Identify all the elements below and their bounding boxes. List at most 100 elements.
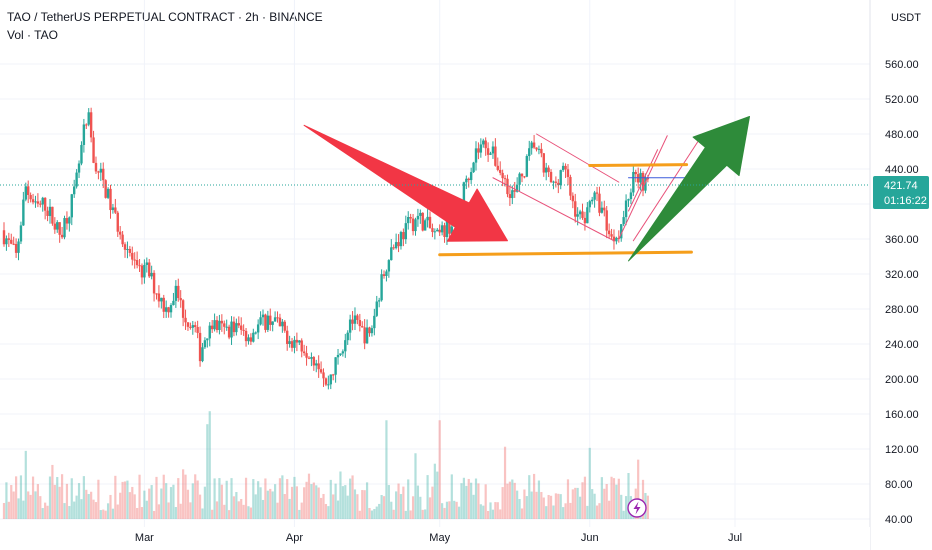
candle-body	[365, 327, 369, 344]
candle-body	[283, 321, 286, 331]
candle-body	[351, 319, 354, 324]
candle-body	[184, 317, 187, 323]
candle-body	[29, 194, 32, 200]
down-channel-lower-line[interactable]	[492, 177, 615, 242]
candle-body	[249, 337, 253, 342]
candle-body	[162, 297, 165, 312]
candle-body	[535, 147, 538, 150]
candle-body	[491, 146, 495, 154]
volume-bar	[448, 501, 451, 519]
candle-body	[167, 307, 170, 313]
volume-bar	[237, 501, 240, 519]
drawings[interactable]	[303, 116, 750, 262]
candle-body	[290, 341, 294, 348]
volume-bar	[189, 502, 192, 519]
down-channel-upper-line[interactable]	[536, 133, 620, 183]
candle-body	[600, 207, 604, 213]
volume-bar	[545, 506, 548, 519]
volume-bar	[562, 507, 565, 519]
candle-body	[191, 325, 195, 328]
candle-body	[114, 207, 117, 213]
price-axis[interactable]	[870, 0, 932, 550]
volume-bar	[169, 487, 173, 519]
candle-body	[329, 374, 332, 385]
volume-bar	[266, 490, 269, 519]
candle-body	[486, 148, 490, 155]
up-channel-line-3[interactable]	[627, 149, 659, 212]
volume-bar	[339, 471, 342, 519]
y-tick-label: 40.00	[885, 514, 913, 526]
volume-bar	[397, 483, 400, 519]
volume-bar	[361, 490, 364, 519]
volume-bar	[261, 499, 265, 519]
candle-body	[220, 320, 224, 324]
volume-bar	[247, 506, 250, 519]
candle-body	[344, 340, 347, 352]
volume-bars	[2, 411, 649, 519]
green-arrow[interactable]	[628, 116, 750, 262]
candle-body	[22, 199, 25, 226]
volume-bar	[496, 502, 499, 519]
candle-body	[5, 238, 8, 245]
volume-bar	[409, 510, 412, 519]
volume-bar	[201, 508, 204, 519]
support-line[interactable]	[438, 250, 693, 257]
candle-body	[155, 293, 158, 295]
volume-bar	[303, 487, 306, 519]
volume-indicator-label[interactable]: Vol · TAO	[7, 28, 58, 42]
candle-body	[409, 217, 412, 219]
y-tick-label: 200.00	[885, 374, 919, 386]
candle-body	[339, 353, 342, 355]
volume-bar	[373, 509, 376, 519]
volume-bar	[288, 498, 291, 519]
volume-bar	[375, 506, 378, 519]
volume-bar	[19, 475, 23, 519]
volume-bar	[353, 489, 357, 519]
volume-bar	[564, 503, 567, 519]
candle-body	[624, 200, 628, 218]
candle-body	[331, 374, 335, 376]
volume-bar	[264, 478, 267, 519]
time-axis[interactable]	[0, 527, 870, 550]
volume-bar	[92, 499, 95, 519]
candle-body	[133, 259, 136, 261]
volume-bar	[230, 478, 233, 519]
x-tick-label: Apr	[286, 532, 303, 544]
lightning-icon[interactable]	[627, 498, 647, 518]
volume-bar	[576, 487, 579, 519]
candle-body	[465, 178, 468, 183]
currency-label[interactable]: USDT	[891, 12, 921, 24]
volume-bar	[319, 497, 323, 519]
candle-body	[479, 144, 483, 153]
volume-bar	[208, 411, 211, 519]
candle-body	[416, 215, 420, 220]
volume-bar	[407, 479, 410, 519]
y-tick-label: 520.00	[885, 94, 919, 106]
volume-bar	[140, 507, 144, 519]
volume-bar	[41, 508, 44, 519]
volume-bar	[346, 495, 349, 519]
candle-body	[208, 325, 211, 339]
volume-bar	[540, 492, 543, 519]
volume-bar	[31, 476, 35, 519]
up-channel-line-2[interactable]	[632, 136, 702, 242]
volume-bar	[351, 475, 354, 519]
candle-body	[368, 327, 371, 334]
volume-bar	[341, 486, 344, 519]
candle-body	[27, 186, 30, 195]
candle-body	[319, 369, 323, 373]
up-channel-line-1[interactable]	[618, 135, 668, 240]
red-arrow[interactable]	[303, 124, 508, 242]
x-tick-label: Mar	[135, 532, 154, 544]
candle-body	[56, 222, 59, 230]
volume-bar	[310, 484, 313, 519]
volume-bar	[424, 509, 427, 519]
candle-body	[607, 230, 611, 235]
volume-bar	[453, 500, 456, 519]
volume-bar	[99, 510, 102, 519]
volume-bar	[411, 496, 415, 519]
candle-body	[276, 317, 279, 319]
candle-body	[375, 301, 378, 316]
resistance-line[interactable]	[588, 163, 689, 167]
